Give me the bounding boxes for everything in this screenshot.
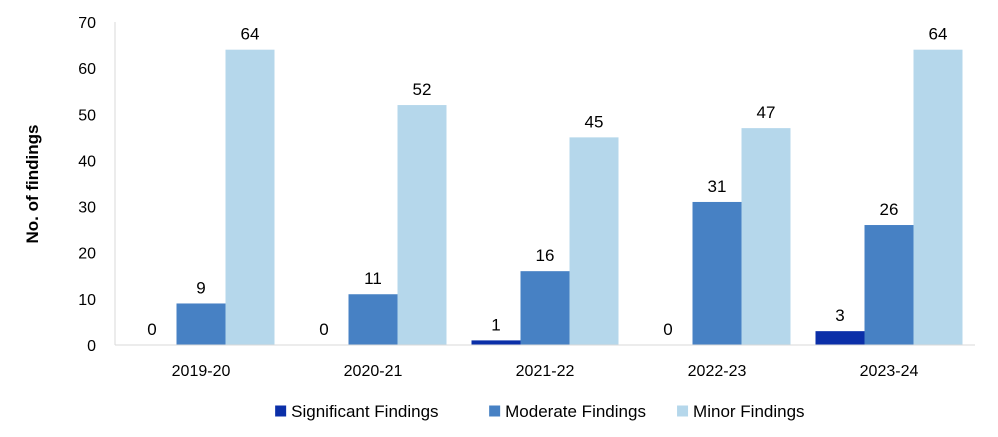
y-tick-label: 60 (78, 61, 96, 78)
legend: Significant Findings Moderate Findings Min… (275, 402, 805, 421)
legend-swatch (275, 405, 287, 417)
legend-label: Minor Findings (693, 402, 805, 421)
legend-swatch (677, 405, 689, 417)
bars (176, 49, 963, 345)
data-label: 3 (835, 306, 844, 325)
bar (225, 49, 275, 345)
bar (569, 137, 619, 345)
data-label: 11 (364, 269, 382, 288)
legend-label: Significant Findings (291, 402, 438, 421)
y-tick-label: 10 (78, 292, 96, 309)
y-tick-label: 70 (78, 15, 96, 32)
data-label: 9 (196, 278, 205, 297)
bar (741, 128, 791, 345)
data-label: 64 (241, 25, 260, 44)
legend-swatch (489, 405, 501, 417)
y-tick-label: 20 (78, 246, 96, 263)
x-tick-label: 2019-20 (172, 363, 231, 380)
data-label: 26 (880, 200, 899, 219)
bar (864, 225, 914, 345)
y-tick-label: 50 (78, 107, 96, 124)
bar (348, 294, 398, 345)
y-axis-ticks: 0 10 20 30 40 50 60 70 (78, 15, 96, 355)
data-label: 16 (536, 246, 555, 265)
x-tick-label: 2022-23 (688, 363, 747, 380)
y-tick-label: 40 (78, 153, 96, 170)
data-labels: 0 9 64 0 11 52 1 16 45 0 31 47 3 26 64 (147, 25, 947, 339)
data-label: 1 (491, 315, 500, 334)
x-axis-ticks: 2019-20 2020-21 2021-22 2022-23 2023-24 (172, 363, 919, 380)
data-label: 45 (585, 112, 604, 131)
x-tick-label: 2023-24 (860, 363, 919, 380)
bar (913, 49, 963, 345)
data-label: 0 (663, 320, 672, 339)
data-label: 0 (147, 320, 156, 339)
x-tick-label: 2021-22 (516, 363, 575, 380)
bar (815, 331, 865, 345)
data-label: 31 (708, 177, 727, 196)
data-label: 0 (319, 320, 328, 339)
data-label: 47 (757, 103, 776, 122)
bar (397, 105, 447, 345)
bar (520, 271, 570, 345)
y-axis-label: No. of findings (23, 125, 42, 244)
x-tick-label: 2020-21 (344, 363, 403, 380)
bar (176, 303, 226, 345)
y-tick-label: 0 (87, 338, 96, 355)
data-label: 64 (929, 25, 948, 44)
data-label: 52 (413, 80, 432, 99)
y-tick-label: 30 (78, 200, 96, 217)
bar (692, 201, 742, 345)
legend-label: Moderate Findings (505, 402, 646, 421)
bar (471, 340, 521, 345)
